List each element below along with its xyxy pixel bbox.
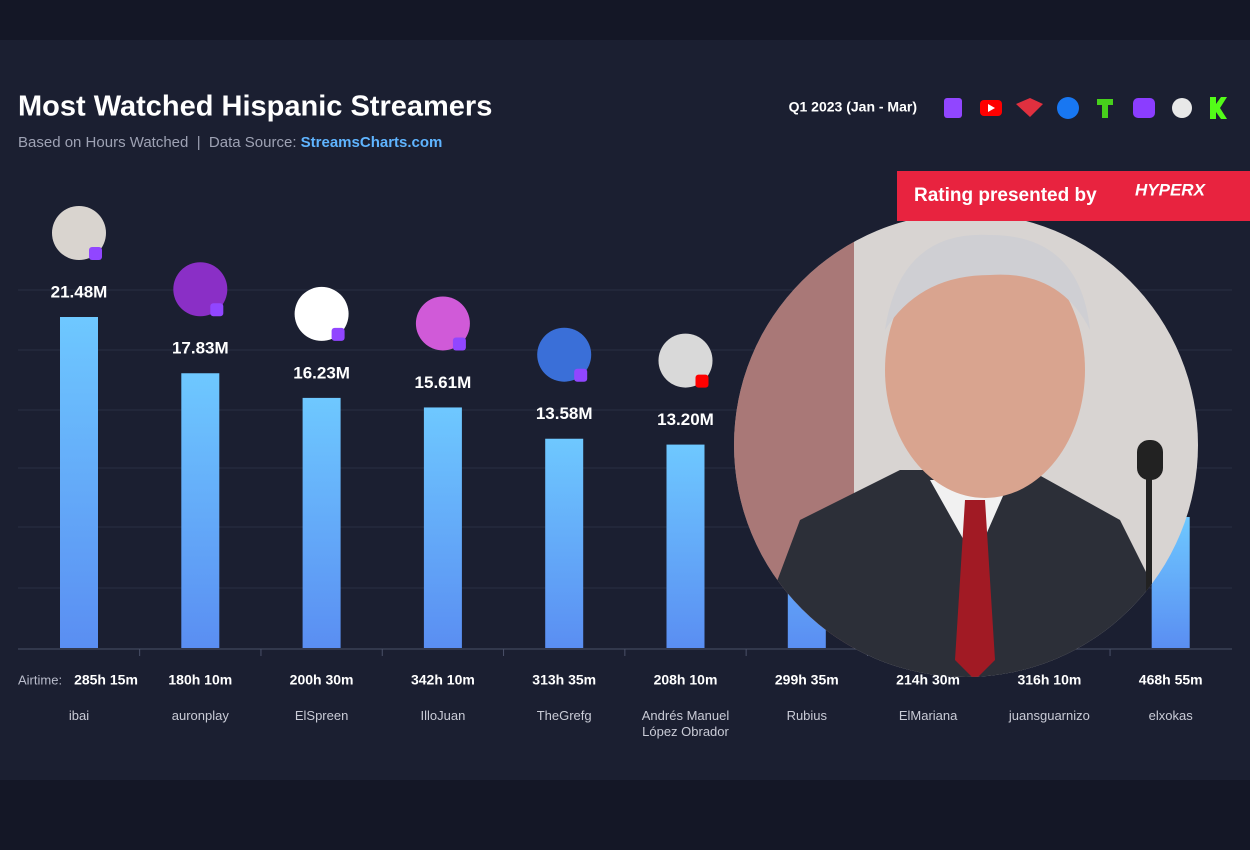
airtime: 299h 35m: [775, 672, 839, 688]
airtime: 214h 30m: [896, 672, 960, 688]
avatar: [52, 206, 106, 260]
airtime-label: Airtime:: [18, 672, 62, 687]
value-label: 21.48M: [51, 282, 108, 301]
bar: [60, 317, 98, 648]
avatar-badge: [695, 374, 709, 388]
avatar-badge: [210, 303, 224, 317]
category-label: auronplay: [171, 708, 229, 723]
bar: [423, 407, 462, 648]
category-label: ElSpreen: [294, 708, 349, 723]
sponsor-text: Rating presented by: [914, 185, 1097, 206]
subtitle: Based on Hours Watched | Data Source: St…: [18, 134, 442, 151]
category-label: Rubius: [786, 708, 828, 723]
avatar: [658, 333, 713, 388]
bar: [545, 438, 584, 648]
avatar-badge: [331, 327, 345, 341]
avatar-badge: [452, 337, 466, 351]
airtime: 468h 55m: [1139, 672, 1203, 688]
bar: [181, 373, 220, 648]
category-label: TheGrefg: [536, 708, 592, 723]
airtime: 200h 30m: [290, 672, 354, 688]
avatar: [173, 262, 228, 317]
value-label: 17.83M: [172, 339, 229, 358]
chart-title: Most Watched Hispanic Streamers: [18, 91, 492, 123]
category-label: IlloJuan: [420, 708, 466, 723]
bar: [302, 397, 341, 648]
value-label: 13.58M: [536, 404, 593, 423]
bar: [666, 444, 705, 648]
avatar: [294, 286, 349, 341]
value-label: 13.20M: [657, 410, 714, 429]
sponsor-logo: HYPERX: [1135, 180, 1207, 199]
avatar: [415, 296, 470, 351]
category-label: ElMariana: [898, 708, 958, 723]
category-label: elxokas: [1148, 708, 1193, 723]
category-label: ibai: [68, 708, 90, 723]
value-label: 16.23M: [293, 363, 350, 382]
airtime: 208h 10m: [654, 672, 718, 688]
period: Q1 2023 (Jan - Mar): [789, 99, 917, 115]
airtime: 316h 10m: [1017, 672, 1081, 688]
value-label: 15.61M: [415, 373, 472, 392]
category-label: juansguarnizo: [1008, 708, 1090, 723]
airtime: 180h 10m: [168, 672, 232, 688]
photo: [734, 213, 1198, 677]
airtime: 285h 15m: [74, 672, 138, 688]
sponsor-banner: [897, 171, 1250, 221]
platform-icons: [944, 97, 1227, 119]
avatar-badge: [574, 368, 588, 382]
subtitle-text: Based on Hours Watched | Data Source:: [18, 134, 296, 151]
avatar: [537, 327, 592, 382]
airtime: 313h 35m: [532, 672, 596, 688]
source: StreamsCharts.com: [301, 134, 443, 151]
airtime: 342h 10m: [411, 672, 475, 688]
avatar-badge: [89, 247, 102, 260]
category-label: Andrés Manuel López Obrador: [641, 708, 730, 739]
